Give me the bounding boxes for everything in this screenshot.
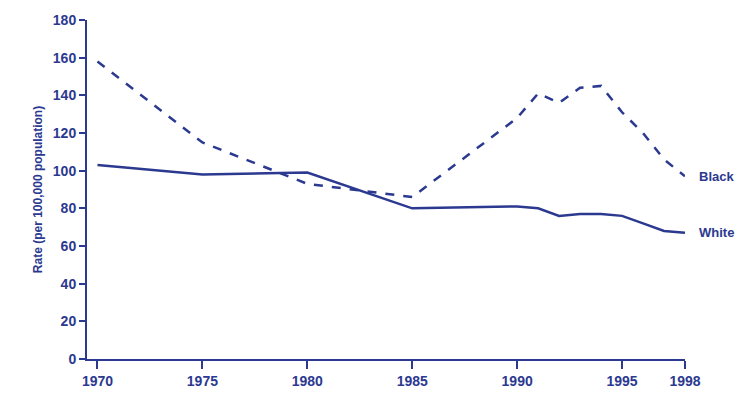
svg-text:20: 20 [61,313,77,329]
svg-text:1980: 1980 [292,373,323,389]
svg-text:White: White [699,225,734,240]
svg-text:40: 40 [61,276,77,292]
svg-text:0: 0 [68,351,76,367]
svg-text:140: 140 [53,87,77,103]
svg-text:Rate (per 100,000 population): Rate (per 100,000 population) [31,106,45,273]
svg-text:1985: 1985 [397,373,428,389]
svg-text:1995: 1995 [606,373,637,389]
svg-text:100: 100 [53,163,77,179]
svg-text:60: 60 [61,238,77,254]
svg-text:180: 180 [53,12,77,28]
svg-text:Black: Black [699,169,734,184]
svg-text:1990: 1990 [502,373,533,389]
svg-text:1970: 1970 [82,373,113,389]
svg-text:1998: 1998 [669,373,700,389]
svg-text:160: 160 [53,50,77,66]
svg-text:80: 80 [61,200,77,216]
svg-text:120: 120 [53,125,77,141]
svg-text:1975: 1975 [187,373,218,389]
